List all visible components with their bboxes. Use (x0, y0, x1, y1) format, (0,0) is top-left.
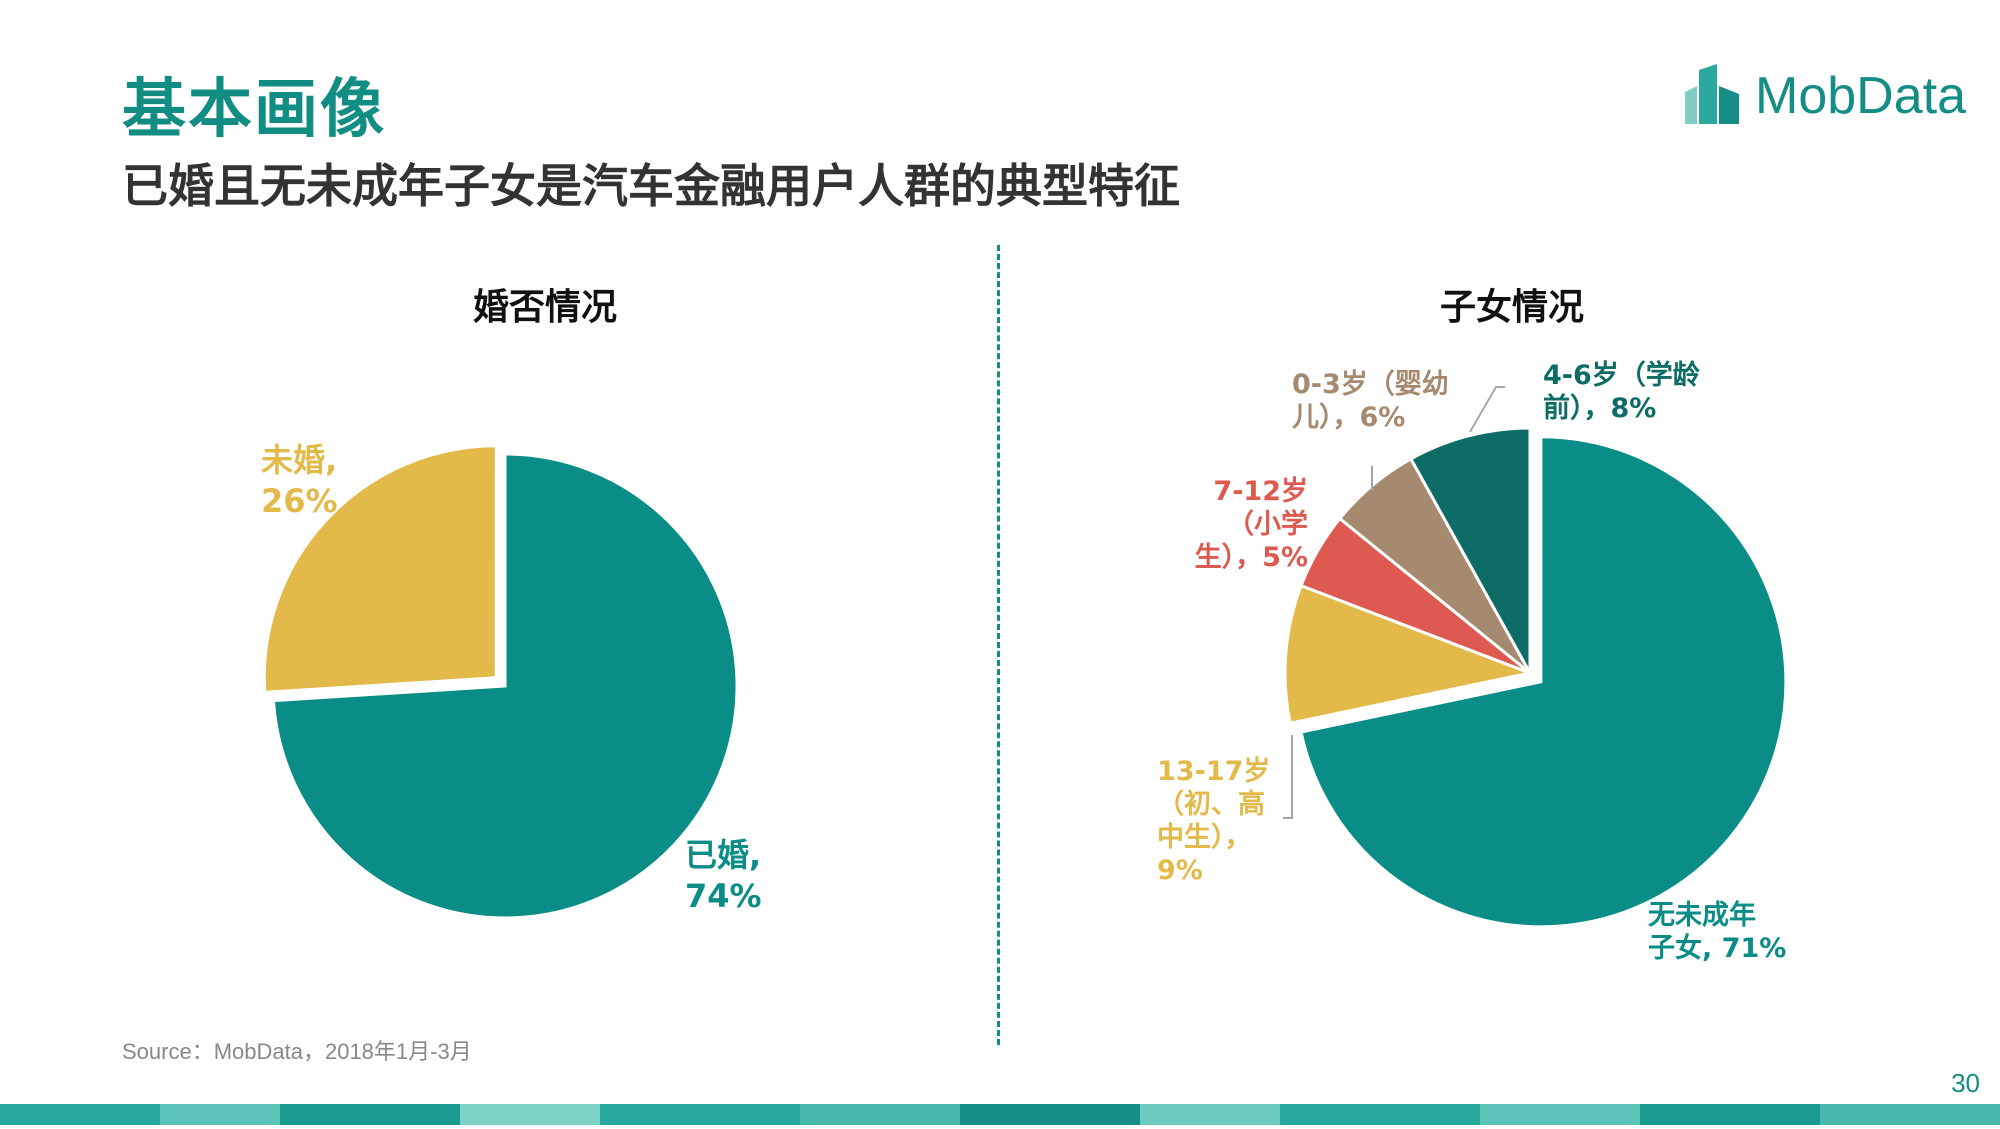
leader-line-age-4-6 (1469, 386, 1505, 433)
slice-label-age-13-17: 13-17岁（初、高中生）， 9% (1157, 756, 1270, 886)
slice-label-age-0-3: 0-3岁（婴幼儿），6% (1292, 369, 1449, 433)
page-subtitle: 已婚且无未成年子女是汽车金融用户人群的典型特征 (122, 159, 1180, 213)
mobdata-logo: MobData (1683, 62, 1966, 128)
pie-slice-married (271, 452, 739, 920)
logo-buildings-icon (1685, 64, 1739, 124)
children-chart-title: 子女情况 (1439, 287, 1585, 328)
children-pie: 无未成年子女, 71% 13-17岁（初、高中生）， 9% 7-12岁（小学生），5%… (1157, 359, 1788, 964)
pie-slice-age-4-6 (1408, 426, 1532, 679)
logo-text: MobData (1755, 67, 1966, 125)
pie-slice-no-minor-children (1299, 435, 1788, 929)
slice-label-married: 已婚, 74% (685, 836, 762, 915)
marital-pie: 已婚, 74% 未婚, 26% (261, 441, 762, 920)
slice-label-age-7-12: 7-12岁（小学生），5% (1195, 476, 1308, 573)
pie-slice-unmarried (262, 444, 498, 694)
leader-line-age-13-17 (1283, 735, 1293, 819)
slice-label-unmarried: 未婚, 26% (261, 441, 338, 520)
source-note: Source：MobData，2018年1月-3月 (122, 1039, 472, 1064)
page-number: 30 (1951, 1068, 1980, 1098)
slice-label-age-4-6: 4-6岁（学龄前），8% (1543, 359, 1701, 424)
marital-chart-title: 婚否情况 (472, 287, 618, 328)
footer-color-bar (0, 1104, 2000, 1125)
pie-slice-age-13-17 (1283, 583, 1536, 725)
section-divider (997, 245, 1000, 1045)
page-title: 基本画像 (122, 73, 386, 147)
slice-label-no-minor-children: 无未成年子女, 71% (1648, 899, 1786, 964)
